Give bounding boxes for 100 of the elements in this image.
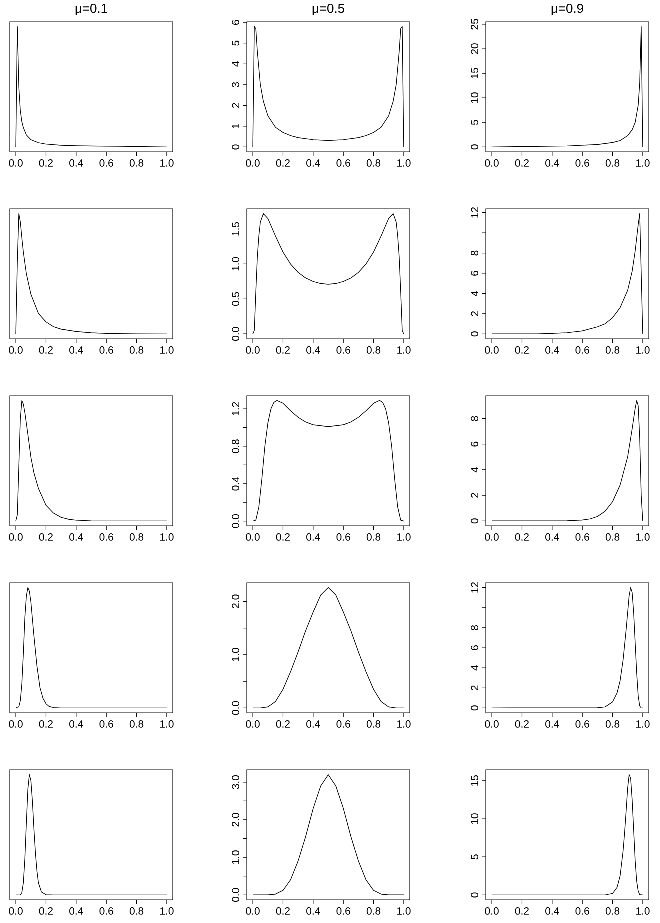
x-tick-label: 0.4	[546, 160, 560, 167]
line-series	[492, 774, 644, 896]
x-tick-label: 1.0	[636, 534, 650, 541]
x-tick-label: 0.0	[485, 346, 499, 354]
line-series	[492, 587, 644, 709]
x-tick-label: 1.0	[160, 908, 174, 915]
x-tick-label: 0.6	[336, 346, 350, 354]
x-tick-label: 0.0	[9, 534, 23, 541]
y-tick-label: 2	[232, 103, 240, 108]
y-tick-label: 0	[471, 144, 478, 150]
line-series	[492, 26, 644, 148]
x-tick-label: 0.4	[306, 346, 320, 354]
y-tick-label: 4	[471, 665, 478, 671]
line-series	[492, 400, 644, 522]
y-tick-label: 6	[471, 442, 478, 447]
y-tick-label: 5	[471, 120, 478, 126]
x-tick-label: 0.8	[130, 908, 144, 915]
y-tick-label: 15	[471, 776, 478, 786]
x-tick-label: 0.2	[276, 908, 290, 915]
y-tick-label: 1.0	[232, 850, 240, 864]
x-tick-label: 0.8	[606, 346, 620, 354]
x-tick-label: 0.2	[515, 908, 529, 915]
y-tick-label: 1.0	[232, 257, 240, 271]
x-tick-label: 0.8	[366, 908, 381, 915]
y-tick-label: 0.0	[232, 327, 240, 341]
x-tick-label: 0.6	[576, 346, 590, 354]
y-tick-label: 0.8	[232, 440, 240, 454]
x-tick-label: 0.6	[336, 160, 350, 167]
x-tick-label: 0.0	[9, 908, 23, 915]
x-tick-label: 0.4	[70, 160, 84, 167]
y-tick-label: 12	[471, 582, 478, 593]
x-tick-label: 0.2	[39, 534, 53, 541]
y-tick-label: 0.4	[232, 476, 240, 491]
x-tick-label: 0.2	[515, 534, 529, 541]
x-tick-label: 0.4	[306, 160, 320, 167]
x-tick-label: 0.6	[576, 534, 590, 541]
x-tick-label: 0.2	[515, 720, 529, 728]
x-tick-label: 1.0	[160, 346, 174, 354]
y-tick-label: 10	[471, 814, 478, 824]
x-tick-label: 0.8	[130, 160, 144, 167]
chart-title: μ=0.5	[312, 4, 344, 16]
y-tick-label: 0	[471, 332, 478, 337]
x-tick-label: 0.8	[606, 160, 620, 167]
y-tick-label: 25	[471, 19, 478, 30]
x-tick-label: 0.8	[606, 908, 620, 915]
y-tick-label: 0	[471, 706, 478, 711]
x-tick-label: 1.0	[397, 908, 411, 915]
x-tick-label: 1.0	[636, 908, 650, 915]
x-tick-label: 0.6	[576, 908, 590, 915]
y-tick-label: 5	[471, 854, 478, 860]
y-tick-label: 6	[471, 271, 478, 276]
y-tick-label: 5	[232, 40, 240, 46]
y-tick-label: 0	[471, 518, 478, 524]
x-tick-label: 0.4	[306, 534, 320, 541]
x-tick-label: 1.0	[160, 534, 174, 541]
y-tick-label: 15	[471, 68, 478, 79]
x-tick-label: 0.0	[246, 720, 260, 728]
x-tick-label: 0.2	[276, 160, 290, 167]
x-tick-label: 1.0	[160, 160, 174, 167]
line-series	[252, 587, 404, 709]
x-tick-label: 0.2	[276, 534, 290, 541]
x-tick-label: 0.8	[130, 534, 144, 541]
y-tick-label: 10	[471, 92, 478, 104]
x-tick-label: 0.6	[336, 534, 350, 541]
x-tick-label: 0.4	[546, 534, 560, 541]
y-tick-label: 2	[471, 493, 478, 498]
x-tick-label: 1.0	[397, 346, 411, 354]
x-tick-label: 0.4	[546, 346, 560, 354]
x-tick-label: 0.2	[276, 720, 290, 728]
x-tick-label: 1.0	[397, 720, 411, 728]
line-series	[252, 774, 404, 896]
y-tick-label: 2	[471, 686, 478, 690]
y-tick-label: 6	[232, 20, 240, 25]
y-tick-label: 4	[232, 62, 240, 67]
x-tick-label: 0.6	[100, 534, 114, 541]
line-series	[252, 214, 404, 334]
y-tick-label: 20	[471, 44, 478, 54]
x-tick-label: 0.8	[366, 160, 381, 167]
x-tick-label: 0.0	[485, 160, 499, 167]
x-tick-label: 0.6	[576, 160, 590, 167]
y-tick-label: 1	[232, 124, 240, 129]
x-tick-label: 0.8	[366, 534, 381, 541]
x-tick-label: 0.2	[39, 346, 53, 354]
x-tick-label: 0.0	[9, 346, 23, 354]
y-tick-label: 3.0	[232, 776, 240, 790]
x-tick-label: 0.2	[276, 346, 290, 354]
y-tick-label: 3	[232, 82, 240, 88]
x-tick-label: 0.0	[246, 908, 260, 915]
y-tick-label: 12	[471, 208, 478, 218]
x-tick-label: 0.8	[130, 720, 144, 728]
x-tick-label: 0.0	[246, 534, 260, 541]
x-tick-label: 0.4	[546, 720, 560, 728]
x-tick-label: 0.0	[9, 720, 23, 728]
y-tick-label: 0.0	[232, 888, 240, 902]
y-tick-label: 4	[471, 467, 478, 473]
x-tick-label: 0.2	[39, 160, 53, 167]
y-tick-label: 6	[471, 646, 478, 650]
x-tick-label: 0.2	[515, 346, 529, 354]
x-tick-label: 1.0	[160, 720, 174, 728]
y-tick-label: 0.0	[232, 514, 240, 528]
